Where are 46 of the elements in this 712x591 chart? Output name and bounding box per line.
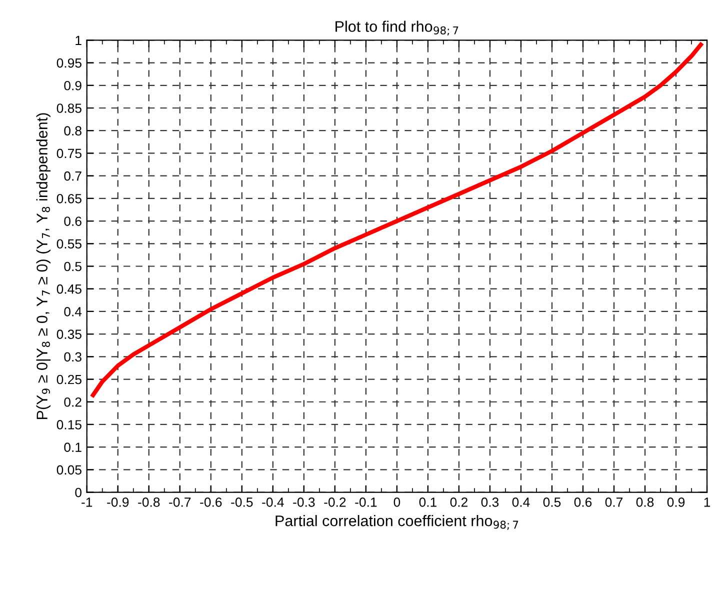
y-tick-label: 0 (75, 488, 82, 498)
y-tick-label: 1 (76, 36, 82, 45)
y-tick-label: 0.4 (64, 307, 82, 316)
y-tick-label: 0.6 (64, 216, 82, 226)
x-tick-label: 0.3 (481, 498, 499, 507)
y-tick-label: 0.5 (64, 262, 82, 272)
y-tick-label: 0.65 (56, 194, 82, 204)
y-tick-label: 0.75 (56, 148, 82, 158)
x-tick-label: 0.2 (450, 498, 468, 507)
x-tick-label: -0.1 (355, 498, 377, 507)
y-tick-label: 0.35 (56, 330, 82, 339)
y-tick-label: 0.2 (64, 397, 82, 407)
y-tick-label: 0.45 (56, 284, 82, 294)
x-tick-label: 0.7 (605, 498, 623, 507)
x-tick-label: 0.6 (574, 498, 592, 507)
y-tick-label: 0.7 (64, 171, 82, 181)
y-tick-label: 0.95 (56, 58, 82, 68)
x-tick-label: 0.9 (667, 498, 685, 507)
x-tick-label: 0.8 (636, 498, 654, 507)
y-tick-label: 0.15 (56, 420, 82, 430)
y-tick-label: 0.05 (56, 465, 82, 475)
y-tick-label: 0.85 (56, 104, 82, 113)
x-tick-label: 0 (394, 498, 400, 507)
x-tick-label: -0.6 (200, 498, 222, 507)
x-tick-label: 1 (704, 498, 710, 507)
x-tick-label: 0.5 (543, 498, 561, 507)
y-tick-label: 0.8 (64, 126, 82, 136)
x-tick-label: -0.5 (231, 498, 253, 507)
x-tick-label: -0.3 (293, 498, 315, 507)
y-tick-label: 0.9 (64, 80, 82, 90)
x-tick-label: -0.7 (169, 498, 191, 507)
x-tick-label: -0.9 (107, 498, 129, 507)
text: P(Y$_{9}$ ≥ 0|Y$_{8}$ ≥ 0, Y$_{7}$ ≥ 0) (Y$_{7}$, Y$_{8}$ independent) (36, 113, 51, 419)
x-axis-title: Partial correlation coefficient rho$_{98;7}$ (276, 515, 518, 530)
y-tick-label: 0.1 (64, 442, 82, 452)
x-tick-label: 0.4 (512, 498, 530, 507)
y-tick-label: 0.55 (56, 239, 82, 249)
x-tick-label: -0.2 (324, 498, 346, 507)
x-tick-label: 0.1 (419, 498, 436, 507)
chart-title: Plot to find rho$_{98;7}$ (336, 20, 458, 36)
x-tick-label: -0.4 (262, 498, 284, 507)
x-tick-label: -1 (82, 498, 92, 507)
line-series (90, 42, 703, 398)
y-tick-label: 0.3 (64, 352, 82, 362)
y-tick-label: 0.25 (56, 374, 82, 384)
x-tick-label: -0.8 (138, 498, 160, 507)
